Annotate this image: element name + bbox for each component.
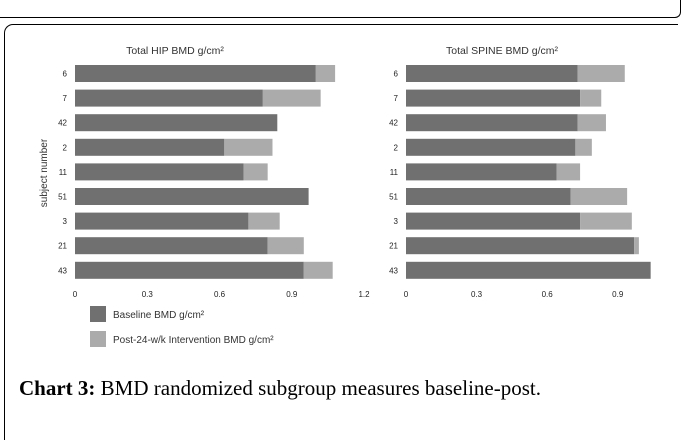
spine-category-label: 11 — [390, 168, 399, 177]
spine-bar-baseline-subject-2 — [406, 138, 576, 156]
spine-chart: Total SPINE BMD g/cm² 6 7 42 2 11 51 3 21 43 0 0.… — [389, 45, 651, 299]
spine-category-label: 21 — [389, 242, 398, 251]
hip-bar-post-subject-7 — [262, 89, 321, 107]
spine-x-tick-label: 0.6 — [542, 290, 554, 299]
spine-chart-title: Total SPINE BMD g/cm² — [446, 45, 559, 57]
legend-swatch-baseline — [90, 306, 106, 322]
hip-bar-post-subject-2 — [224, 138, 273, 156]
spine-bar-baseline-subject-6 — [406, 65, 578, 82]
spine-x-tick-label: 0.3 — [471, 290, 483, 299]
hip-x-tick-label: 0 — [73, 290, 78, 299]
hip-bar-baseline-subject-11 — [75, 163, 244, 181]
spine-bar-post-subject-21 — [634, 237, 639, 255]
hip-bar-baseline-subject-7 — [75, 89, 263, 107]
spine-x-tick-label: 0 — [404, 290, 409, 299]
legend-label-post: Post-24-w/k Intervention BMD g/cm² — [113, 335, 274, 346]
hip-bar-post-subject-11 — [243, 163, 268, 181]
hip-bar-post-subject-6 — [315, 65, 336, 82]
spine-bar-baseline-subject-11 — [406, 163, 557, 181]
hip-bar-baseline-subject-51 — [75, 188, 309, 205]
hip-chart-title: Total HIP BMD g/cm² — [126, 45, 224, 57]
hip-bar-baseline-subject-43 — [75, 261, 304, 279]
spine-bar-post-subject-7 — [580, 89, 602, 107]
hip-category-label: 51 — [58, 193, 67, 202]
hip-bar-post-subject-21 — [267, 237, 304, 255]
spine-bar-baseline-subject-51 — [406, 188, 571, 205]
hip-chart: Total HIP BMD g/cm² subject number 6 7 42 2… — [39, 45, 370, 299]
hip-category-label: 21 — [58, 242, 67, 251]
hip-category-label: 7 — [63, 94, 68, 103]
spine-category-label: 3 — [394, 217, 399, 226]
legend-swatch-post — [90, 331, 106, 347]
spine-bar-baseline-subject-3 — [406, 212, 581, 230]
caption-text: BMD randomized subgroup measures baselin… — [95, 376, 541, 400]
spine-bar-baseline-subject-42 — [406, 114, 578, 132]
hip-bar-post-subject-3 — [248, 212, 280, 230]
hip-y-axis-label: subject number — [39, 138, 50, 207]
hip-bar-baseline-subject-21 — [75, 237, 268, 255]
hip-bar-baseline-subject-2 — [75, 138, 225, 156]
spine-bar-post-subject-2 — [575, 138, 592, 156]
spine-x-tick-label: 0.9 — [612, 290, 624, 299]
hip-x-tick-label: 1.2 — [358, 290, 370, 299]
spine-bar-baseline-subject-7 — [406, 89, 581, 107]
hip-x-tick-label: 0.3 — [142, 290, 154, 299]
spine-bar-post-subject-3 — [580, 212, 632, 230]
figure-frame — [4, 24, 678, 440]
hip-bar-post-subject-43 — [303, 261, 333, 279]
spine-bar-post-subject-11 — [556, 163, 581, 181]
figure-caption: Chart 3: BMD randomized subgroup measure… — [19, 376, 541, 401]
hip-category-label: 11 — [59, 168, 68, 177]
spine-bar-post-subject-51 — [570, 188, 628, 205]
hip-bar-baseline-subject-6 — [75, 65, 316, 82]
spine-category-label: 42 — [389, 119, 398, 128]
spine-bar-baseline-subject-43 — [406, 261, 651, 279]
legend-label-baseline: Baseline BMD g/cm² — [113, 310, 205, 321]
spine-category-label: 51 — [389, 193, 398, 202]
hip-x-tick-label: 0.9 — [286, 290, 298, 299]
caption-label: Chart 3: — [19, 376, 96, 400]
hip-category-label: 3 — [63, 217, 68, 226]
hip-x-tick-label: 0.6 — [214, 290, 226, 299]
spine-bar-post-subject-42 — [577, 114, 606, 132]
spine-category-label: 7 — [394, 94, 399, 103]
hip-category-label: 43 — [58, 266, 67, 275]
spine-category-label: 43 — [389, 266, 398, 275]
spine-bar-post-subject-6 — [577, 65, 625, 82]
hip-bar-baseline-subject-42 — [75, 114, 278, 132]
hip-category-label: 42 — [58, 119, 67, 128]
hip-category-label: 2 — [63, 143, 68, 152]
spine-category-label: 2 — [394, 143, 399, 152]
legend: Baseline BMD g/cm² Post-24-w/k Intervent… — [90, 306, 274, 347]
hip-bar-baseline-subject-3 — [75, 212, 249, 230]
hip-category-label: 6 — [63, 70, 68, 79]
spine-bar-baseline-subject-21 — [406, 237, 635, 255]
spine-category-label: 6 — [394, 70, 399, 79]
